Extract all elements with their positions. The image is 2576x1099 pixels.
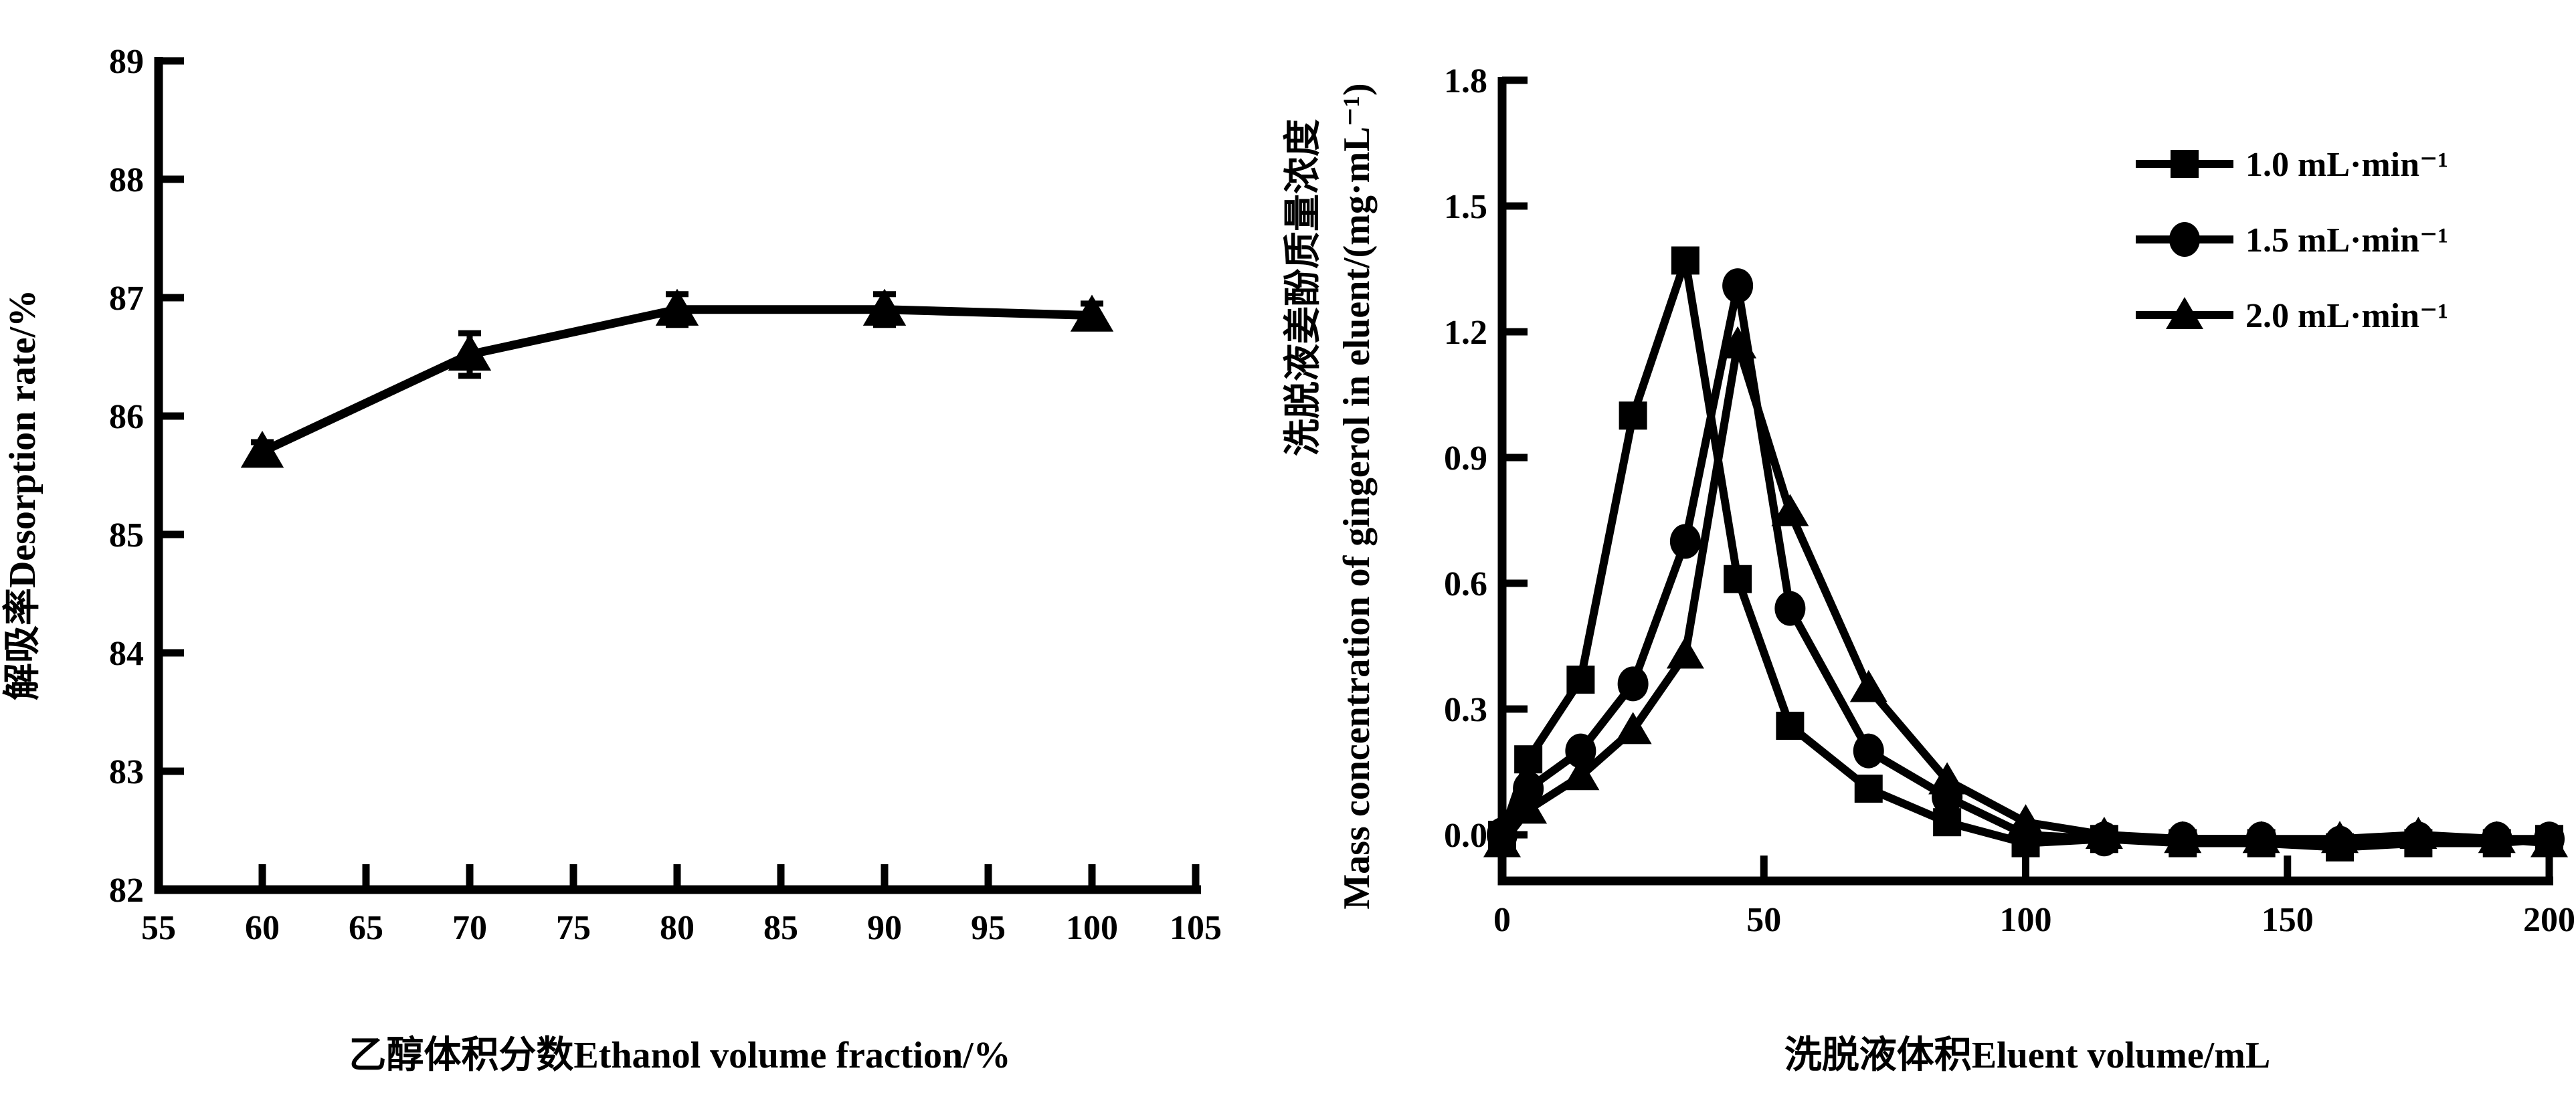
data-point-triangle-marker [2531,825,2568,858]
x-tick-label: 200 [2523,901,2575,939]
right-chart-y-axis-title-english: Mass concentration of gingerol in eluent… [1336,83,1378,909]
data-point-triangle-marker [1070,294,1114,332]
data-point-triangle-marker [1719,326,1757,359]
data-point-triangle-marker [2085,817,2123,849]
data-point-circle-marker [1617,666,1649,702]
x-tick-label: 70 [452,909,487,947]
data-point-circle-marker [1669,524,1701,559]
y-tick-label: 0.6 [1444,565,1487,603]
legend-circle-marker [2169,222,2200,257]
x-tick-label: 80 [660,909,695,947]
data-point-triangle-marker [2399,817,2437,849]
y-tick-label: 83 [109,753,144,791]
y-tick-label: 87 [109,280,144,318]
legend-label: 1.0 mL·min⁻¹ [2245,146,2448,184]
elution-curve-chart: 0 50 100 150 200 0.0 0.3 0.6 0.9 1.2 1.5 1.8 1.0 mL·… [1444,62,2575,939]
x-tick-label: 0 [1493,901,1511,939]
data-point-triangle-marker [2007,804,2045,837]
legend-label: 1.5 mL·min⁻¹ [2245,221,2448,260]
data-point-square-marker [1776,712,1805,740]
data-point-triangle-marker [655,288,699,326]
y-tick-label: 1.8 [1444,62,1487,100]
data-point-triangle-marker [1614,712,1652,744]
x-tick-label: 75 [556,909,591,947]
right-chart-y-axis-title-chinese: 洗脱液姜酚质量浓度 [1283,119,1324,456]
data-point-circle-marker [1513,771,1544,807]
axis-lines [154,57,1201,894]
y-tick-label: 84 [109,635,144,673]
y-tick-label: 1.2 [1444,314,1487,352]
data-point-circle-marker [1853,733,1884,769]
data-point-circle-marker [1774,591,1806,626]
data-point-triangle-marker [240,431,284,468]
y-tick-label: 0.0 [1444,817,1487,855]
series-line-1.0 mL·min⁻¹ [1498,256,2550,852]
data-point-triangle-marker [1771,494,1809,526]
data-point-triangle-marker [1562,758,1600,791]
y-tick-label: 0.9 [1444,439,1487,478]
series-line-Desorption rate [260,305,1093,456]
legend-square-marker [2171,150,2199,178]
data-point-circle-marker [1565,733,1596,769]
x-tick-label: 60 [245,909,280,947]
data-point-triangle-marker [862,288,907,326]
series-line-2.0 mL·min⁻¹ [1499,340,2550,847]
y-tick-label: 89 [109,43,144,81]
data-point-triangle-marker [2321,821,2359,854]
data-point-triangle-marker [1666,636,1704,669]
data-point-triangle-marker [1483,825,1521,858]
data-point-square-marker [1619,401,1647,430]
data-point-triangle-marker [2164,821,2202,854]
data-point-circle-marker [1722,268,1754,304]
data-point-square-marker [1724,565,1752,593]
left-chart-y-axis-title: 解吸率Desorption rate/% [2,290,43,700]
series-line-1.5 mL·min⁻¹ [1498,282,2549,847]
x-tick-label: 85 [763,909,798,947]
y-tick-label: 0.3 [1444,691,1487,729]
y-tick-label: 85 [109,516,144,555]
x-tick-label: 50 [1746,901,1781,939]
y-tick-label: 86 [109,398,144,436]
data-point-triangle-marker [1928,762,1966,795]
x-tick-label: 95 [971,909,1006,947]
data-point-square-marker [1671,246,1699,275]
x-tick-label: 150 [2262,901,2314,939]
legend-triangle-marker [2166,297,2203,329]
data-point-triangle-marker [448,333,492,371]
x-tick-label: 90 [867,909,902,947]
data-point-triangle-marker [1509,791,1548,824]
x-tick-label: 100 [1066,909,1118,947]
data-point-triangle-marker [1849,670,1888,702]
y-tick-label: 88 [109,161,144,199]
x-tick-label: 105 [1170,909,1222,947]
x-tick-label: 55 [141,909,176,947]
x-tick-label: 100 [2000,901,2052,939]
legend-label: 2.0 mL·min⁻¹ [2245,297,2448,335]
x-tick-label: 65 [349,909,383,947]
data-point-triangle-marker [2242,821,2280,854]
data-point-square-marker [1566,666,1595,694]
data-point-square-marker [1854,775,1883,803]
data-point-triangle-marker [2478,821,2516,854]
right-chart-x-axis-title: 洗脱液体积Eluent volume/mL [1784,1035,2270,1076]
axis-lines [1497,77,2553,886]
y-tick-label: 1.5 [1444,188,1487,226]
data-point-square-marker [1514,745,1543,774]
left-chart-x-axis-title: 乙醇体积分数Ethanol volume fraction/% [349,1035,1010,1076]
y-tick-label: 82 [109,872,144,910]
desorption-rate-chart: 55 60 65 70 75 80 85 90 95 100 105 82 83 84 85 86 87 88 89 [109,43,1222,947]
